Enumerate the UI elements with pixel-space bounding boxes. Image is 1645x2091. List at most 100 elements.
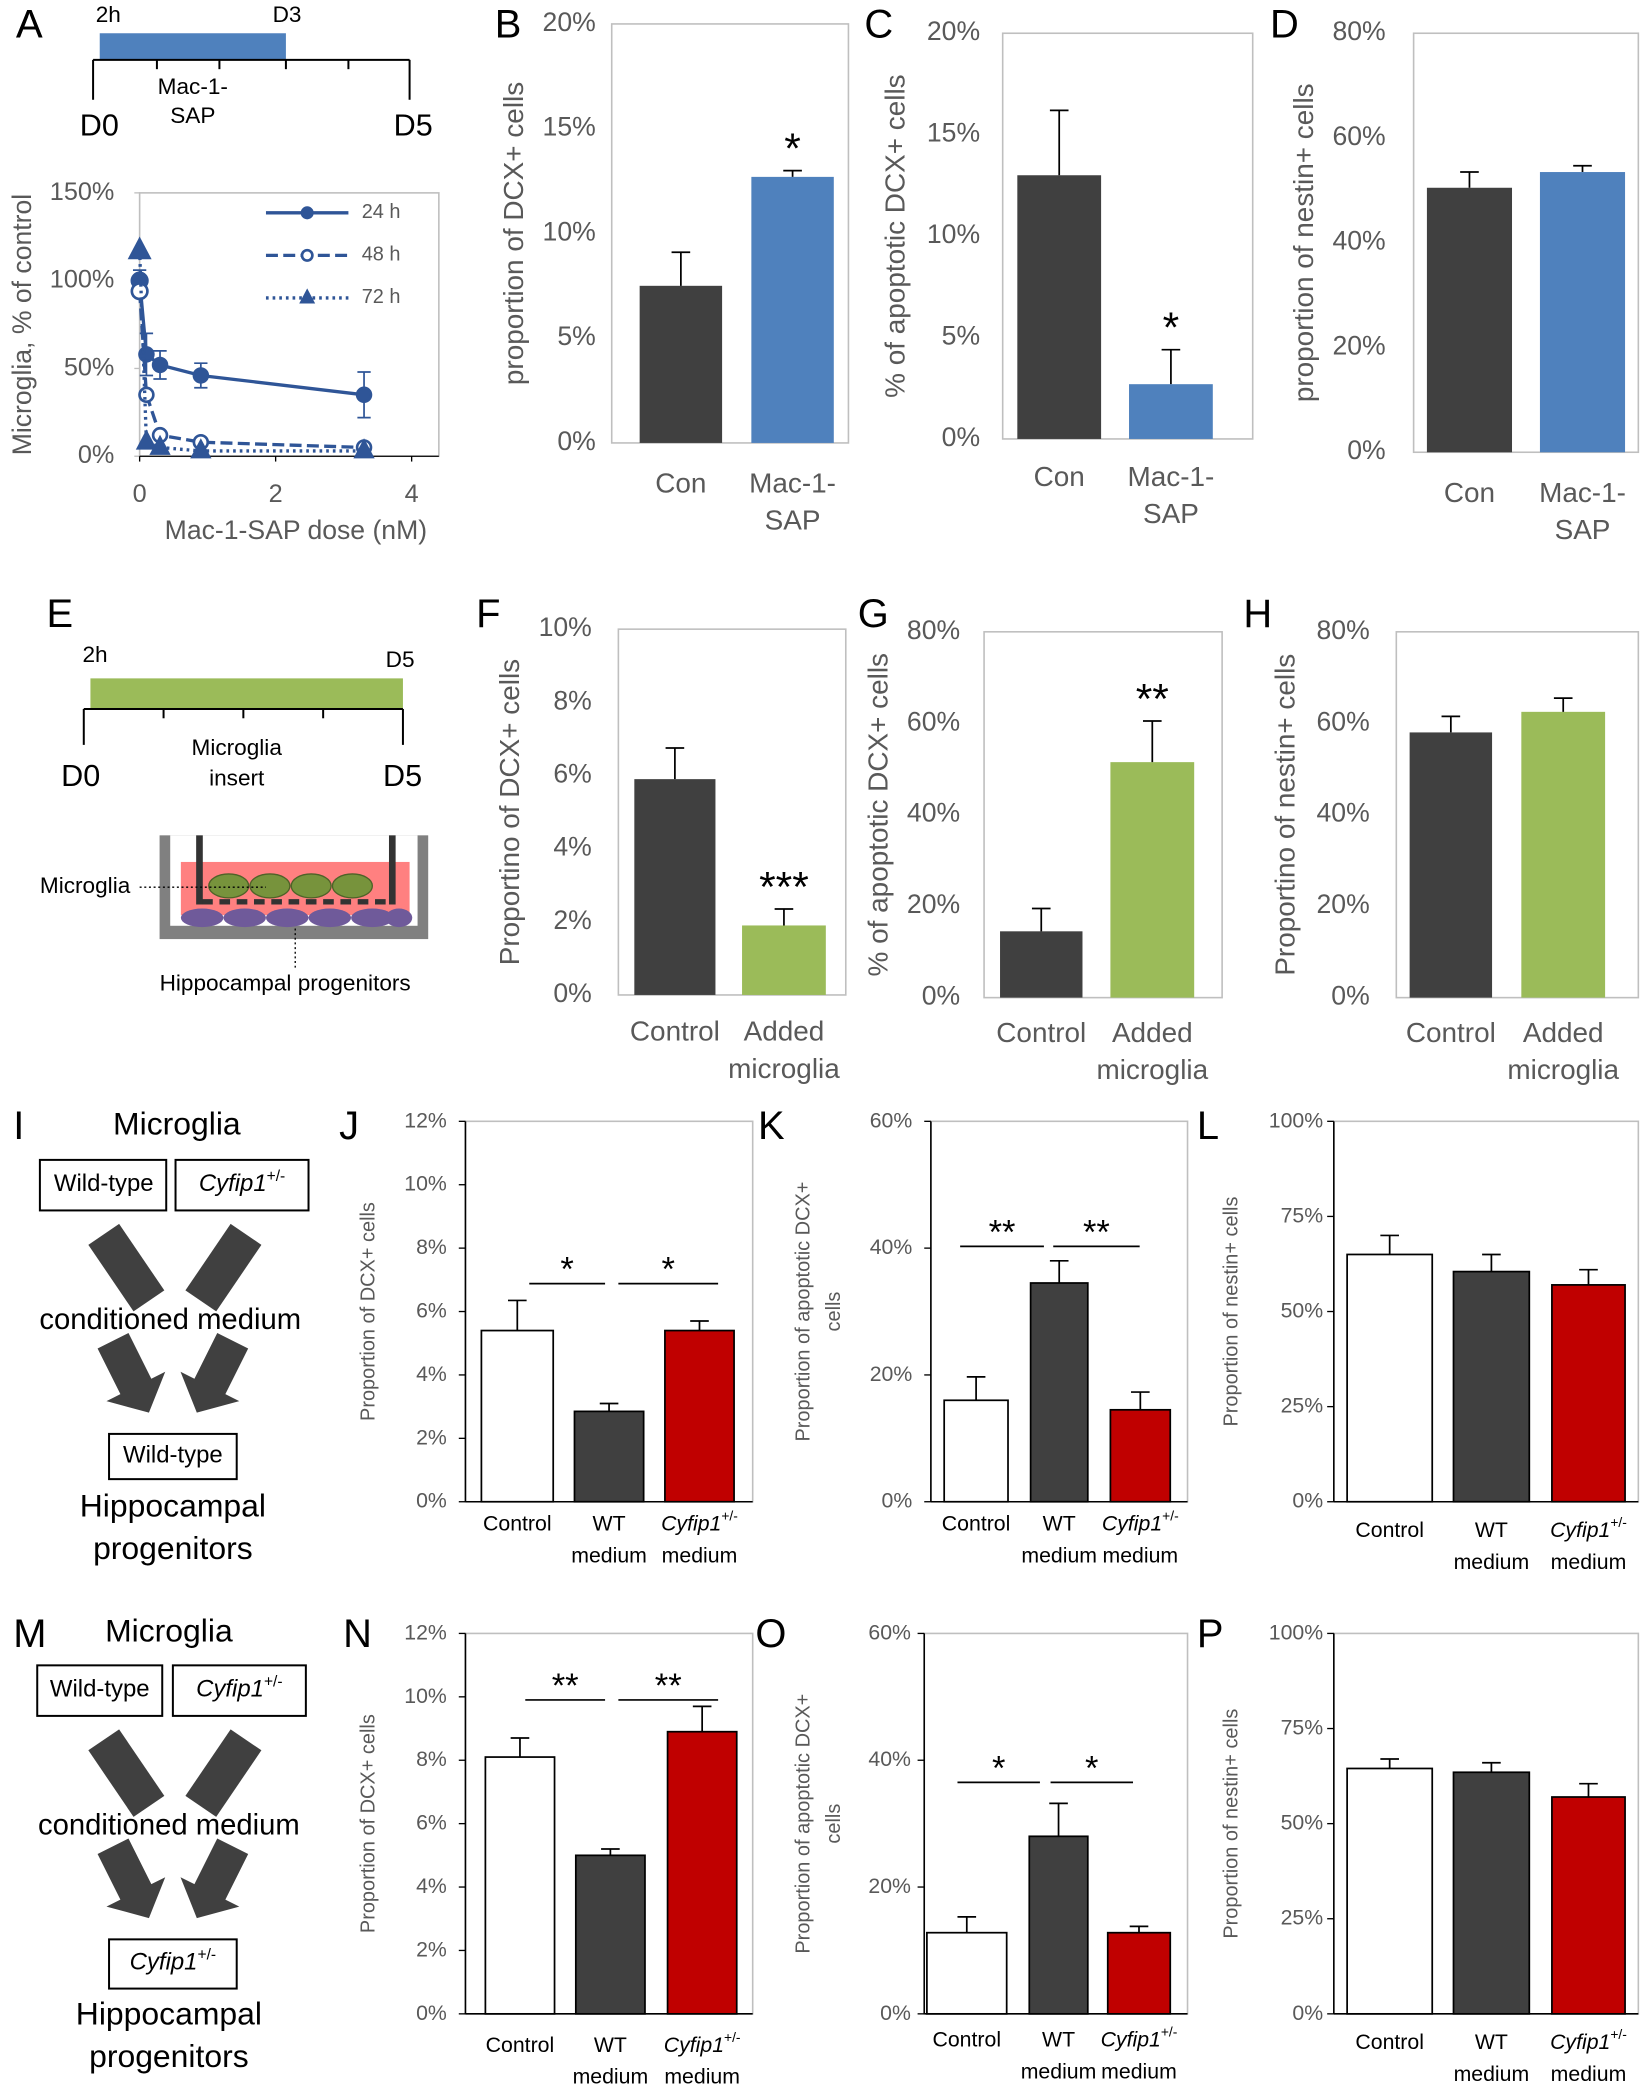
- legend-marker: [300, 248, 314, 262]
- y-tick-label: 0%: [557, 426, 595, 456]
- y-tick-label: 150%: [50, 178, 115, 206]
- significance-label: **: [552, 1667, 579, 1705]
- x-tick-label: Con: [1444, 477, 1495, 508]
- x-tick-label: WT medium: [1021, 1511, 1097, 1567]
- x-axis-label: Mac-1-SAP dose (nM): [165, 515, 427, 545]
- x-tick-label: Added microglia: [1507, 1017, 1619, 1085]
- cell: [180, 908, 224, 928]
- diagram-text: Wild-type: [123, 1442, 223, 1469]
- bar: [634, 779, 716, 995]
- plot-frame: [1001, 32, 1254, 440]
- bar: [1539, 172, 1626, 453]
- diagram-text: Microglia insert: [192, 735, 283, 791]
- error-bar: [966, 1375, 986, 1401]
- plot-frame: [610, 23, 850, 444]
- bar: [1029, 1282, 1089, 1503]
- x-tick-label: Added microglia: [728, 1016, 840, 1084]
- significance-label: *: [1163, 304, 1180, 352]
- arrow: [88, 1223, 165, 1312]
- y-axis-label: proportion of nestin+ cells: [1288, 83, 1319, 402]
- diagram-text: Mac-1-SAP: [158, 74, 228, 128]
- significance-label: **: [1136, 676, 1169, 724]
- y-tick-label: 0%: [880, 2000, 911, 2024]
- x-tick-label: Cyfip1+/-medium: [1550, 1514, 1627, 1574]
- microglia-cells: [208, 873, 374, 899]
- arrow: [185, 1223, 262, 1312]
- panel-label: K: [758, 1103, 785, 1147]
- y-tick-label: 5%: [942, 321, 980, 351]
- y-tick-label: 8%: [553, 685, 591, 715]
- y-axis-label: Proportion of apoptotic DCX+ cells: [793, 1694, 846, 1954]
- bar: [1409, 732, 1493, 998]
- panel-label: G: [858, 591, 889, 635]
- y-tick-label: 100%: [50, 265, 115, 293]
- arrow: [88, 1729, 165, 1817]
- bar: [1028, 1835, 1089, 2015]
- y-tick-label: 0%: [416, 2000, 447, 2024]
- error-bar: [1460, 171, 1479, 188]
- x-tick-label: Mac-1-SAP: [749, 468, 836, 536]
- cell: [290, 873, 332, 899]
- diagram-text: Microglia: [40, 873, 131, 898]
- bar: [1346, 1767, 1434, 2015]
- y-tick-label: 100%: [1269, 1620, 1323, 1644]
- y-tick-label: 6%: [416, 1298, 447, 1322]
- panel-label: O: [755, 1612, 786, 1656]
- marker: [190, 438, 212, 459]
- significance-label: *: [784, 125, 801, 173]
- y-tick-label: 2%: [553, 905, 591, 935]
- error-bar: [1579, 1782, 1598, 1798]
- bar: [1426, 187, 1513, 453]
- bar: [1551, 1284, 1626, 1503]
- y-tick-label: 25%: [1281, 1905, 1324, 1929]
- error-bar: [690, 1320, 709, 1331]
- x-tick-label: WT medium: [1454, 1518, 1530, 1574]
- panel-label: P: [1197, 1612, 1224, 1656]
- y-tick-label: 20%: [907, 889, 960, 919]
- y-axis-label: Proportion of DCX+ cells: [358, 1202, 380, 1421]
- y-tick-label: 75%: [1281, 1203, 1324, 1227]
- cell: [223, 908, 266, 928]
- diagram-text: 2h: [82, 642, 107, 667]
- error-bar: [1049, 1802, 1068, 1837]
- y-tick-label: 12%: [404, 1108, 447, 1132]
- significance-label: ***: [759, 864, 809, 912]
- bar: [573, 1410, 645, 1503]
- marker: [138, 346, 155, 363]
- x-tick-label: 4: [405, 479, 419, 507]
- panel-label: L: [1197, 1103, 1219, 1147]
- y-tick-label: 0%: [553, 978, 591, 1008]
- x-tick-label: 0: [133, 479, 147, 507]
- y-tick-label: 2%: [416, 1425, 447, 1449]
- bar: [664, 1329, 735, 1503]
- error-bar: [692, 1705, 712, 1732]
- x-tick-label: Con: [655, 468, 706, 499]
- diagram-text: Cyfip1+/-: [196, 1673, 282, 1703]
- x-tick-label: Control: [483, 1511, 552, 1535]
- y-tick-label: 10%: [404, 1171, 447, 1195]
- bar: [639, 285, 723, 443]
- marker: [192, 367, 210, 384]
- legend-label: 48 h: [362, 244, 401, 266]
- bar: [1452, 1771, 1531, 2015]
- y-tick-label: 20%: [1332, 331, 1385, 361]
- box: [36, 1664, 164, 1717]
- y-axis-label: Proportion of apoptotic DCX+ cells: [793, 1182, 846, 1442]
- y-tick-label: 0%: [416, 1488, 447, 1512]
- significance-label: **: [1083, 1214, 1110, 1252]
- insert-diagram: [139, 835, 429, 969]
- y-tick-label: 12%: [404, 1620, 447, 1644]
- error-bar: [1031, 907, 1051, 932]
- x-tick-label: Cyfip1+/-medium: [661, 1507, 738, 1567]
- y-tick-label: 0%: [1331, 981, 1369, 1011]
- error-bar: [1482, 1253, 1501, 1272]
- y-tick-label: 0%: [922, 981, 960, 1011]
- error-bar: [510, 1737, 530, 1758]
- bar: [574, 1854, 646, 2015]
- diagram-text: D5: [383, 759, 422, 793]
- marker: [149, 434, 171, 455]
- bar: [1106, 1931, 1172, 2015]
- y-tick-label: 100%: [1269, 1108, 1323, 1132]
- x-tick-label: Control: [630, 1016, 720, 1047]
- x-tick-label: Control: [486, 2032, 555, 2056]
